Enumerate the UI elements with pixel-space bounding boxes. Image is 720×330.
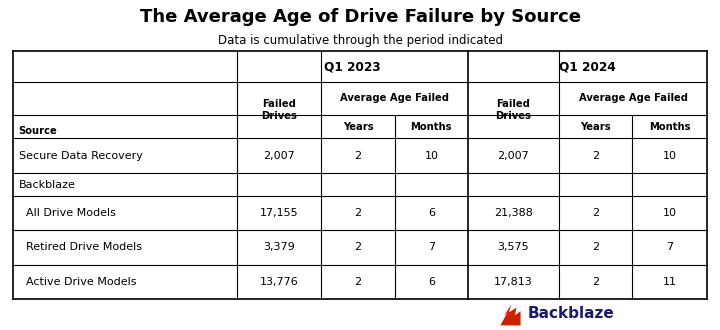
Text: 2: 2	[592, 243, 599, 252]
Text: 17,155: 17,155	[260, 208, 298, 218]
Text: 7: 7	[428, 243, 435, 252]
Text: The Average Age of Drive Failure by Source: The Average Age of Drive Failure by Sour…	[140, 8, 580, 26]
Text: Months: Months	[410, 121, 452, 131]
Text: 2: 2	[592, 277, 599, 286]
Text: 10: 10	[662, 208, 677, 218]
Text: Backblaze: Backblaze	[19, 180, 76, 190]
Text: Failed
Drives: Failed Drives	[495, 99, 531, 121]
Text: Backblaze: Backblaze	[528, 307, 614, 321]
Text: 2: 2	[354, 151, 361, 161]
Text: Data is cumulative through the period indicated: Data is cumulative through the period in…	[217, 34, 503, 47]
Text: 21,388: 21,388	[494, 208, 533, 218]
Text: Years: Years	[580, 121, 611, 131]
Text: 17,813: 17,813	[494, 277, 533, 286]
Text: 11: 11	[662, 277, 677, 286]
Text: Secure Data Recovery: Secure Data Recovery	[19, 151, 143, 161]
Text: All Drive Models: All Drive Models	[19, 208, 116, 218]
Text: Q1 2024: Q1 2024	[559, 60, 616, 73]
Text: 10: 10	[662, 151, 677, 161]
Text: 2: 2	[592, 151, 599, 161]
Text: Source: Source	[18, 126, 57, 136]
Text: 6: 6	[428, 277, 435, 286]
Text: Retired Drive Models: Retired Drive Models	[19, 243, 142, 252]
Text: 2: 2	[354, 243, 361, 252]
Text: 2,007: 2,007	[498, 151, 529, 161]
Text: 7: 7	[666, 243, 673, 252]
Text: Average Age Failed: Average Age Failed	[578, 93, 688, 103]
Text: 2: 2	[354, 208, 361, 218]
Text: 2,007: 2,007	[263, 151, 295, 161]
Text: 13,776: 13,776	[260, 277, 298, 286]
Text: 10: 10	[424, 151, 438, 161]
Text: 3,379: 3,379	[263, 243, 295, 252]
Text: 3,575: 3,575	[498, 243, 529, 252]
Text: Average Age Failed: Average Age Failed	[341, 93, 449, 103]
Text: 6: 6	[428, 208, 435, 218]
Text: 2: 2	[354, 277, 361, 286]
Text: Failed
Drives: Failed Drives	[261, 99, 297, 121]
Text: 2: 2	[592, 208, 599, 218]
Text: Months: Months	[649, 121, 690, 131]
Text: Active Drive Models: Active Drive Models	[19, 277, 136, 286]
Text: Q1 2023: Q1 2023	[324, 60, 381, 73]
Text: Years: Years	[343, 121, 374, 131]
